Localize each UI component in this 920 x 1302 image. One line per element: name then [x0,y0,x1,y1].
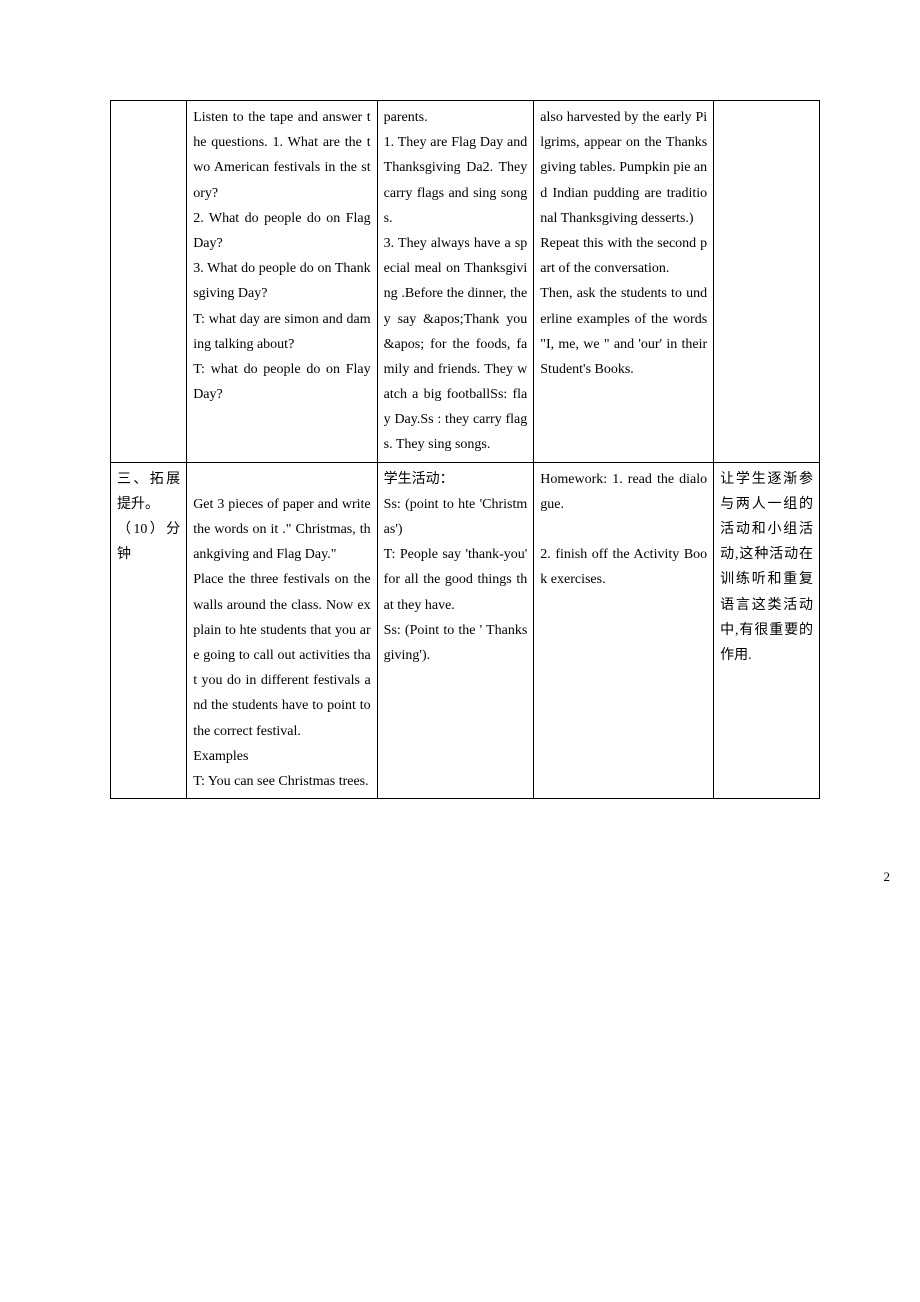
cell-stage [111,101,187,463]
table-row: 三、拓展提升。（10）分钟 Get 3 pieces of paper and … [111,462,820,798]
table-row: Listen to the tape and answer the questi… [111,101,820,463]
cell-teacher: Listen to the tape and answer the questi… [187,101,377,463]
cell-student: 学生活动：Ss: (point to hte 'Christmas')T: Pe… [377,462,534,798]
cell-notes: also harvested by the early Pilgrims, ap… [534,101,714,463]
cell-purpose [714,101,820,463]
lesson-plan-table: Listen to the tape and answer the questi… [110,100,820,799]
cell-stage: 三、拓展提升。（10）分钟 [111,462,187,798]
cell-purpose: 让学生逐渐参与两人一组的活动和小组活动,这种活动在训练听和重复语言这类活动中,有… [714,462,820,798]
page-number: 2 [0,849,920,885]
cell-teacher: Get 3 pieces of paper and write the word… [187,462,377,798]
cell-notes: Homework: 1. read the dialogue.2. finish… [534,462,714,798]
cell-student: parents.1. They are Flag Day and Thanksg… [377,101,534,463]
